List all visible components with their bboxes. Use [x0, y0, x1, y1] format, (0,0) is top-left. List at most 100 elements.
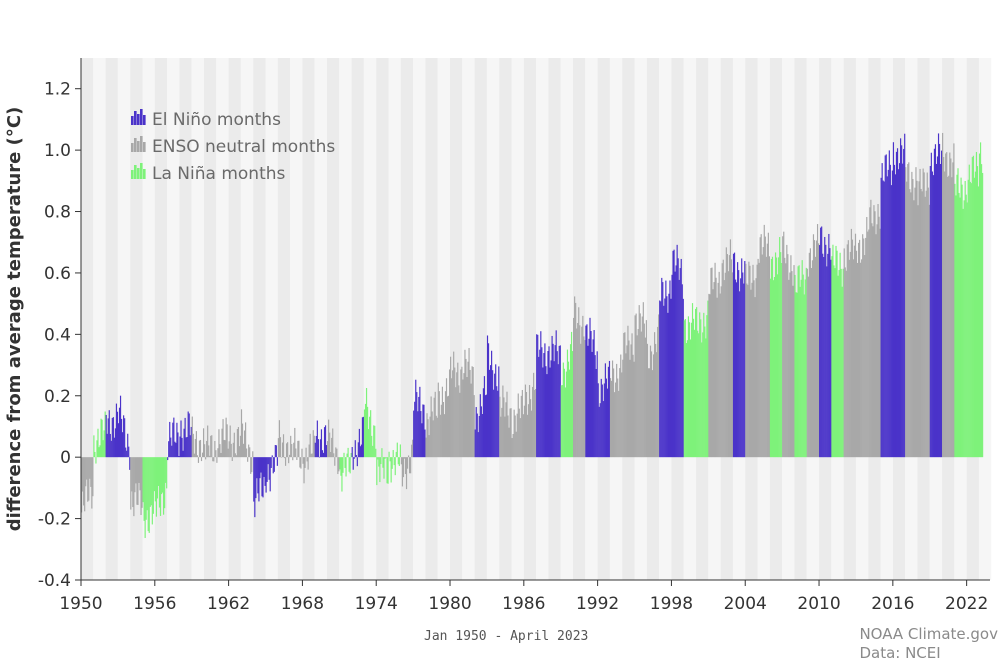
- month-bar: [741, 258, 743, 458]
- month-bar: [370, 410, 372, 458]
- month-bar: [703, 312, 705, 458]
- month-bar: [847, 240, 849, 458]
- year-band: [683, 58, 697, 580]
- month-bar: [311, 453, 313, 458]
- month-bar: [756, 264, 758, 458]
- month-bar: [426, 413, 428, 458]
- legend-swatch: [134, 111, 137, 125]
- month-bar: [407, 455, 410, 458]
- month-bar: [816, 224, 819, 458]
- month-bar: [509, 408, 511, 458]
- month-bar: [633, 361, 635, 458]
- month-bar: [175, 442, 177, 458]
- month-bar: [184, 417, 186, 458]
- month-bar: [439, 414, 441, 458]
- month-bar: [135, 457, 137, 484]
- legend-label: La Niña months: [152, 164, 286, 184]
- month-bar: [624, 332, 626, 458]
- month-bar: [493, 389, 495, 458]
- month-bar: [795, 292, 797, 458]
- month-bar: [435, 415, 437, 458]
- month-bar: [97, 428, 99, 458]
- month-bar: [672, 250, 674, 458]
- month-bar: [610, 380, 613, 458]
- month-bar: [883, 181, 885, 458]
- month-bar: [849, 251, 851, 458]
- month-bar: [785, 263, 787, 458]
- month-bar: [447, 395, 450, 458]
- month-bar: [717, 282, 719, 458]
- month-bar: [480, 406, 482, 458]
- month-bar: [450, 356, 452, 458]
- month-bar: [148, 457, 150, 533]
- month-bar: [380, 457, 382, 465]
- month-bar: [348, 457, 350, 472]
- x-ticks: 1950 1956 1962 1968 1974 1980 1986 1992 1998 2004…: [59, 580, 988, 614]
- month-bar: [842, 268, 844, 458]
- month-bar: [539, 349, 541, 458]
- month-bar: [140, 457, 142, 515]
- month-bar: [350, 452, 352, 458]
- month-bar: [565, 371, 568, 458]
- month-bar: [801, 260, 803, 458]
- month-bar: [276, 457, 278, 466]
- month-bar: [969, 181, 971, 458]
- month-bar: [745, 263, 747, 458]
- month-bar: [771, 256, 774, 458]
- month-bar: [833, 265, 835, 458]
- month-bar: [881, 163, 883, 458]
- month-bar: [634, 315, 636, 458]
- month-bar: [212, 457, 214, 462]
- month-bar: [856, 262, 859, 458]
- month-bar: [597, 383, 599, 458]
- month-bar: [829, 248, 831, 458]
- year-band: [597, 58, 610, 580]
- legend-swatch: [140, 109, 143, 125]
- y-tick-label: 0.8: [44, 203, 71, 223]
- month-bar: [356, 457, 358, 467]
- month-bar: [632, 354, 634, 458]
- month-bar: [860, 262, 862, 458]
- month-bar: [637, 329, 639, 458]
- month-bar: [328, 419, 330, 458]
- month-bar: [485, 394, 488, 458]
- month-bar: [879, 228, 881, 458]
- month-bar: [900, 138, 902, 458]
- month-bar: [118, 407, 121, 458]
- month-bar: [906, 181, 908, 458]
- month-bar: [772, 280, 775, 458]
- month-bar: [867, 231, 869, 458]
- month-bar: [229, 425, 231, 458]
- month-bar: [783, 231, 785, 458]
- month-bar: [506, 391, 508, 458]
- month-bar: [697, 330, 699, 458]
- month-bar: [152, 457, 154, 514]
- month-bar: [252, 451, 254, 458]
- month-bar: [294, 427, 296, 458]
- month-bar: [793, 265, 795, 458]
- month-bar: [209, 455, 211, 458]
- month-bar: [401, 457, 404, 487]
- month-bar: [418, 396, 420, 458]
- month-bar: [536, 334, 538, 458]
- month-bar: [177, 432, 179, 458]
- month-bar: [296, 457, 298, 460]
- month-bar: [850, 228, 852, 458]
- month-bar: [469, 369, 471, 458]
- month-bar: [558, 345, 560, 458]
- month-bar: [310, 453, 312, 458]
- month-bar: [273, 457, 275, 472]
- month-bar: [522, 414, 524, 458]
- month-bar: [424, 429, 426, 458]
- legend-item: ENSO neutral months: [131, 136, 335, 157]
- month-bar: [626, 345, 628, 458]
- month-bar: [94, 451, 96, 458]
- month-bar: [282, 434, 285, 458]
- month-bar: [475, 407, 477, 458]
- month-bar: [503, 397, 505, 458]
- month-bar: [520, 395, 522, 458]
- month-bar: [319, 439, 322, 458]
- month-bar: [932, 175, 934, 458]
- month-bar: [399, 444, 401, 458]
- month-bar: [834, 268, 836, 458]
